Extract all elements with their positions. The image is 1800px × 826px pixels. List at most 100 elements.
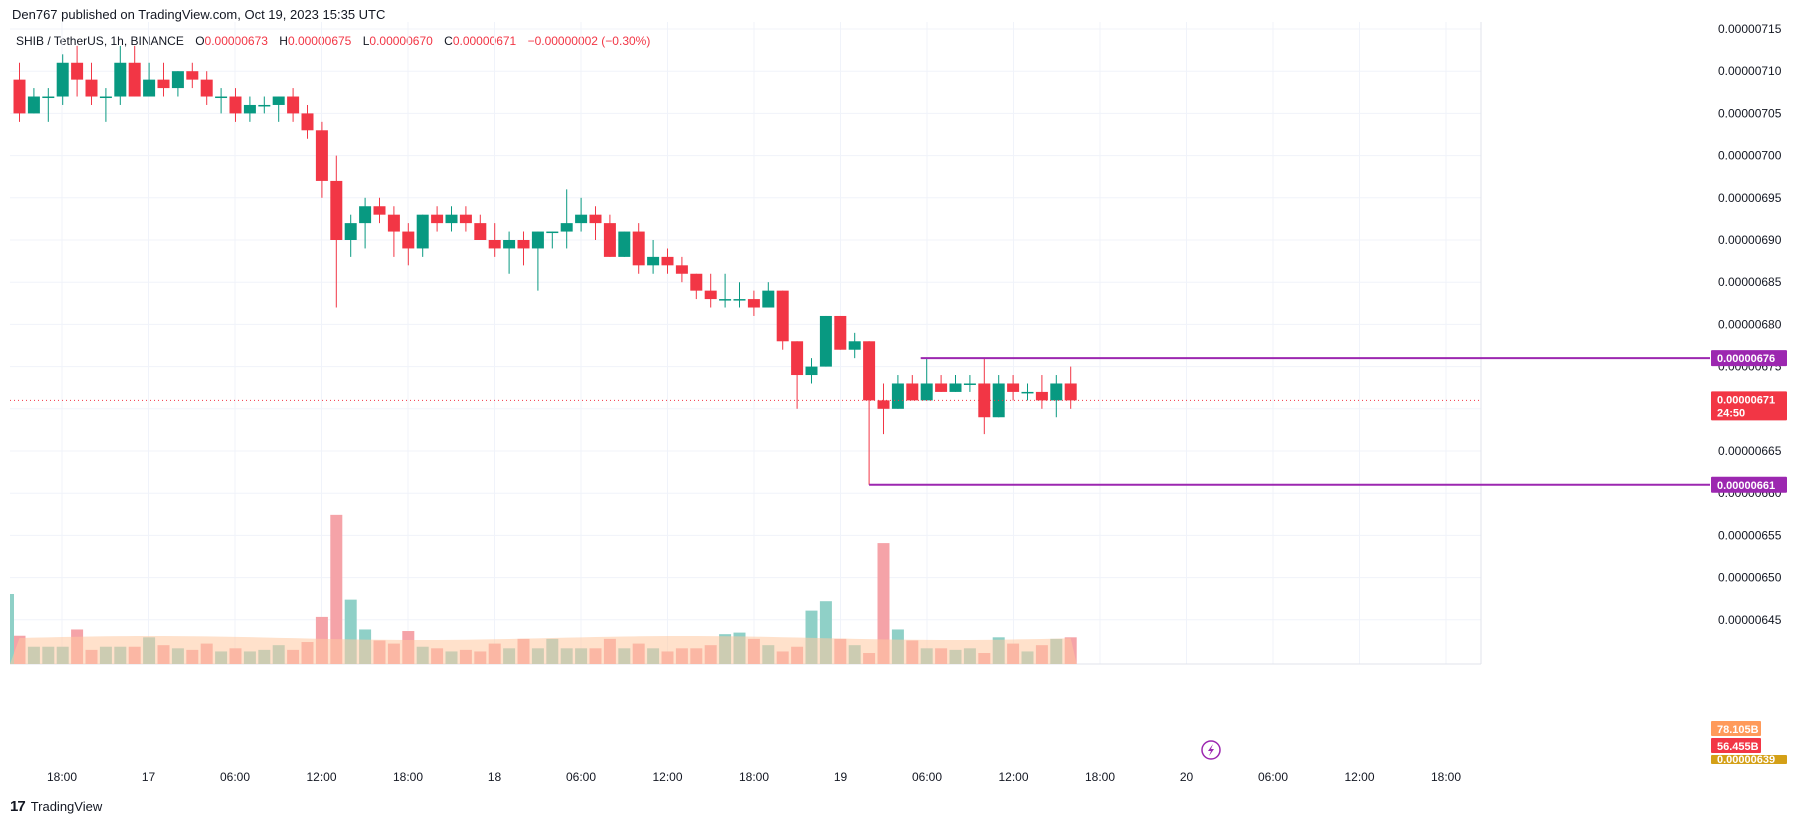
candle-body: [85, 79, 98, 97]
hidden-price-badge-text: 0.00000639: [1717, 754, 1775, 766]
candle-body: [503, 240, 516, 249]
candle-body: [589, 214, 602, 224]
candle: [359, 197, 372, 249]
candle: [992, 375, 1005, 418]
candle-body: [402, 231, 415, 249]
candle-body: [546, 231, 559, 234]
time-tick-label: 20: [1180, 770, 1194, 784]
price-axis[interactable]: 0.00000715 0.00000710 0.00000705 0.00000700…: [1718, 22, 1782, 627]
price-tick-label: 0.00000685: [1718, 275, 1782, 289]
published-caption: Den767 published on TradingView.com, Oct…: [12, 7, 386, 22]
lightning-icon[interactable]: [1201, 740, 1221, 760]
time-tick-label: 12:00: [1344, 770, 1374, 784]
candle: [488, 223, 501, 257]
candle-body: [1035, 391, 1048, 401]
candle: [186, 62, 199, 89]
candle: [848, 332, 861, 359]
time-tick-label: 18:00: [739, 770, 769, 784]
candle: [416, 214, 429, 257]
candle-body: [834, 315, 847, 350]
candle-body: [647, 256, 660, 266]
candle: [805, 358, 818, 384]
price-tick-label: 0.00000695: [1718, 191, 1782, 205]
candle-body: [949, 383, 962, 392]
candle: [906, 375, 919, 401]
candlestick-series: [13, 45, 1077, 485]
price-tick-label: 0.00000690: [1718, 233, 1782, 247]
candle-body: [359, 206, 372, 224]
last-price-badge-text: 24:50: [1717, 407, 1745, 419]
candle-body: [229, 96, 242, 114]
high-value: 0.00000675: [287, 34, 352, 48]
candle: [301, 104, 314, 139]
candle: [315, 121, 328, 198]
tradingview-logo-icon: 17: [10, 798, 26, 815]
level-badge-lower-text: 0.00000661: [1717, 480, 1775, 492]
candle: [546, 231, 559, 249]
volume-ma-area: [10, 636, 1077, 664]
time-tick-label: 06:00: [1258, 770, 1288, 784]
candle-body: [258, 104, 271, 107]
candle-body: [474, 223, 487, 240]
level-badge-upper-bg: [1711, 350, 1787, 367]
candle: [229, 88, 242, 122]
candle: [517, 231, 530, 266]
candle-body: [99, 96, 112, 99]
level-badge-upper-text: 0.00000676: [1717, 353, 1775, 365]
candle-body: [805, 366, 818, 376]
candle-body: [71, 62, 84, 80]
candle-body: [935, 383, 948, 392]
candle-body: [1064, 383, 1077, 401]
candle-body: [632, 231, 645, 266]
candle-body: [531, 231, 544, 249]
volume-ma-badge-bg: [1711, 721, 1761, 736]
candle: [791, 341, 804, 409]
candle-body: [56, 62, 69, 97]
candle: [287, 88, 300, 122]
candle: [661, 248, 674, 274]
candle: [877, 383, 890, 435]
candle: [690, 273, 703, 300]
candle-body: [114, 62, 127, 97]
candle: [963, 375, 976, 392]
time-axis[interactable]: 18:00 17 06:00 12:00 18:00 18 06:00 12:00 18:00 1…: [47, 770, 1461, 784]
candle-body: [747, 299, 760, 308]
candle: [27, 88, 40, 114]
candle: [704, 273, 717, 308]
candle: [575, 197, 588, 232]
tradingview-brand: TradingView: [30, 799, 103, 814]
candle-body: [848, 341, 861, 350]
candle: [503, 231, 516, 274]
candle: [431, 206, 444, 232]
candle-body: [459, 214, 472, 224]
candle: [647, 240, 660, 274]
candle-body: [920, 383, 933, 401]
candle: [99, 88, 112, 122]
footer-brand[interactable]: 17 TradingView: [10, 798, 102, 815]
candle-body: [603, 223, 616, 257]
candle-body: [1007, 383, 1020, 392]
volume-ma-badge: 78.105B: [1711, 721, 1761, 736]
candle-body: [200, 79, 213, 97]
volume-bars: [10, 514, 1077, 664]
candle-body: [315, 130, 328, 181]
candle-body: [963, 383, 976, 385]
price-tick-label: 0.00000680: [1718, 317, 1782, 331]
time-tick-label: 18: [488, 770, 502, 784]
horizontal-levels[interactable]: [10, 357, 1710, 486]
candle: [863, 341, 876, 485]
hidden-price-badge-bg: [1711, 755, 1787, 764]
time-tick-label: 12:00: [652, 770, 682, 784]
symbol-title[interactable]: SHIB / TetherUS, 1h, BINANCE: [16, 34, 184, 48]
price-tick-label: 0.00000710: [1718, 64, 1782, 78]
candle-body: [661, 256, 674, 266]
candle-body: [330, 180, 343, 240]
volume-badge-bg: [1711, 738, 1761, 753]
candle-body: [445, 214, 458, 224]
candle-body: [1021, 391, 1034, 394]
last-price-badge-bg: [1711, 391, 1787, 421]
candle: [56, 54, 69, 105]
candle: [1021, 383, 1034, 401]
